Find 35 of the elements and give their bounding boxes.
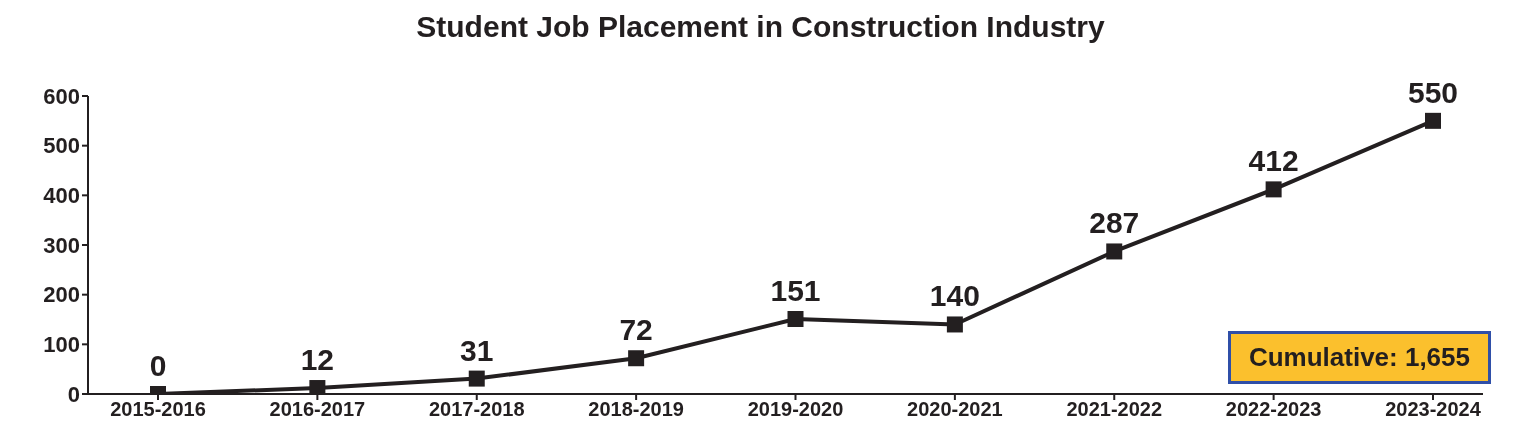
data-label: 140 bbox=[929, 279, 980, 313]
x-tick-label: 2015-2016 bbox=[110, 398, 206, 421]
x-tick-label: 2017-2018 bbox=[428, 398, 525, 421]
y-tick-label: 400 bbox=[43, 183, 80, 209]
y-tick-label: 300 bbox=[43, 232, 80, 258]
y-tick-label: 100 bbox=[43, 332, 80, 358]
x-tick-label: 2016-2017 bbox=[269, 398, 366, 421]
point bbox=[309, 380, 326, 394]
x-tick-label: 2018-2019 bbox=[588, 398, 684, 421]
x-tick-label: 2021-2022 bbox=[1066, 398, 1163, 421]
point bbox=[1265, 181, 1282, 198]
x-tick-label: 2020-2021 bbox=[907, 398, 1003, 421]
data-label: 72 bbox=[619, 313, 653, 347]
y-tick-label: 0 bbox=[67, 381, 80, 407]
point bbox=[468, 370, 485, 387]
point bbox=[787, 311, 804, 327]
data-label: 31 bbox=[460, 333, 494, 367]
x-tick-label: 2022-2023 bbox=[1225, 398, 1322, 421]
point bbox=[1425, 112, 1441, 129]
x-tick-label: 2023-2024 bbox=[1385, 398, 1482, 421]
data-label: 151 bbox=[770, 274, 821, 307]
data-label: 0 bbox=[149, 349, 167, 382]
data-label: 287 bbox=[1089, 206, 1140, 240]
y-tick-label: 200 bbox=[43, 282, 80, 308]
data-label: 12 bbox=[300, 343, 335, 377]
data-label: 412 bbox=[1248, 144, 1299, 178]
point bbox=[946, 316, 963, 333]
point bbox=[628, 350, 645, 367]
data-label: 550 bbox=[1407, 75, 1459, 109]
y-tick-label: 600 bbox=[43, 83, 80, 109]
x-tick-label: 2019-2020 bbox=[747, 398, 844, 421]
annotation: Cumulative: 1,655 bbox=[1227, 331, 1491, 384]
point bbox=[1106, 243, 1123, 260]
chart-title: Student Job Placement in Construction Industry bbox=[415, 9, 1106, 45]
y-tick-label: 500 bbox=[43, 133, 80, 159]
